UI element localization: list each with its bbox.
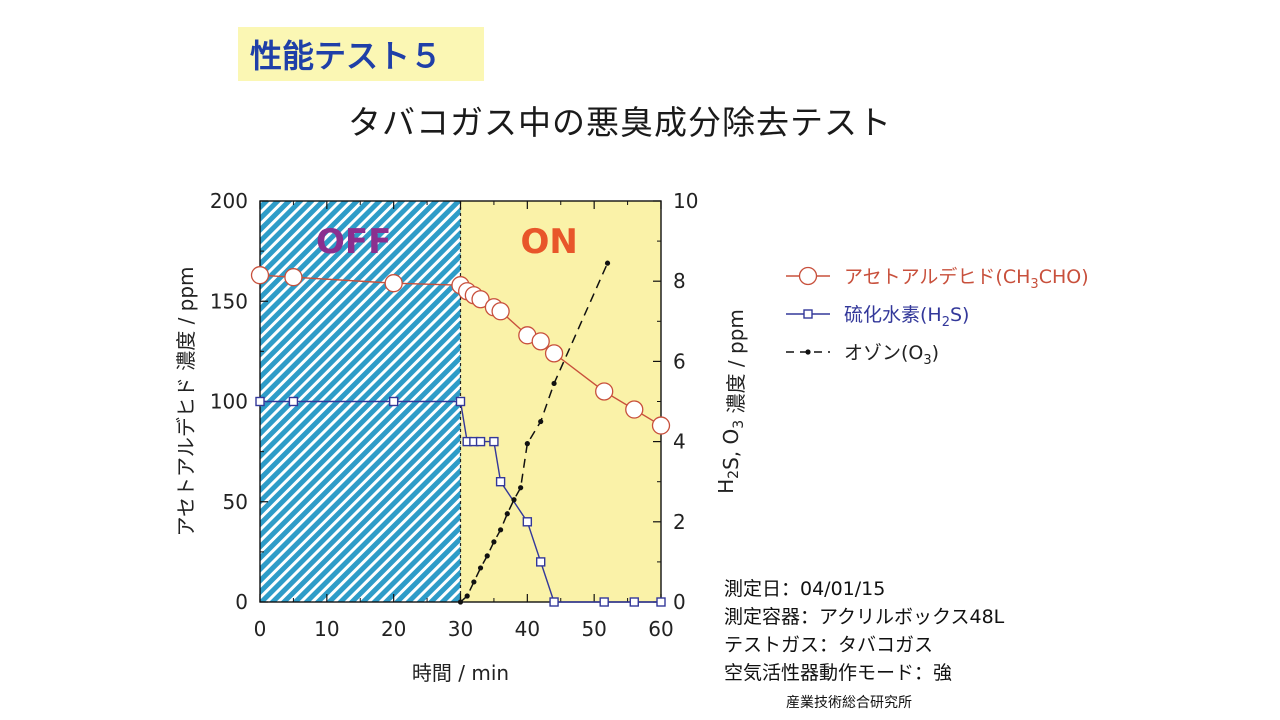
- x-tick-label: 30: [448, 617, 473, 641]
- y-left-tick-label: 0: [235, 590, 248, 614]
- y-right-tick-label: 0: [673, 590, 686, 614]
- y-right-axis-title: H2S, O3 濃度 / ppm: [714, 309, 748, 494]
- data-point: [250, 266, 270, 285]
- y-right-tick-label: 2: [673, 510, 686, 534]
- data-point: [504, 511, 510, 517]
- x-tick-label: 50: [581, 617, 606, 641]
- x-tick-label: 10: [314, 617, 339, 641]
- region-on: [460, 201, 661, 602]
- measurement-container: 測定容器：アクリルボックス48L: [724, 606, 1005, 628]
- data-point: [288, 396, 299, 407]
- data-point: [464, 593, 470, 599]
- data-point: [536, 557, 546, 567]
- data-point: [284, 268, 303, 287]
- series-0: [250, 266, 671, 435]
- data-point: [625, 400, 644, 419]
- data-point: [475, 436, 486, 447]
- x-tick-label: 20: [381, 617, 406, 641]
- data-point: [384, 274, 403, 293]
- series-2: [457, 260, 611, 605]
- y-left-tick-label: 200: [210, 189, 248, 213]
- data-point: [656, 597, 666, 607]
- y-right-tick-label: 6: [673, 349, 686, 373]
- y-left-tick-label: 150: [210, 289, 248, 313]
- page-title: タバコガス中の悪臭成分除去テスト: [348, 103, 892, 142]
- x-axis-title: 時間 / min: [412, 661, 509, 685]
- data-point: [471, 290, 490, 309]
- data-point: [489, 436, 499, 447]
- region-label-off: OFF: [316, 222, 391, 262]
- data-point: [511, 497, 517, 503]
- test-label-text: 性能テスト５: [250, 37, 443, 75]
- y-left-tick-label: 100: [210, 390, 248, 414]
- organization: 産業技術総合研究所: [786, 695, 912, 711]
- data-point: [538, 418, 544, 425]
- y-right-tick-label: 8: [673, 269, 686, 293]
- legend-swatch-marker: [798, 266, 818, 286]
- data-point: [551, 380, 557, 387]
- data-point: [651, 416, 671, 435]
- data-point: [518, 485, 524, 491]
- legend-label: アセトアルデヒド(CH3CHO): [844, 266, 1089, 292]
- legend-entry: アセトアルデヒド(CH3CHO): [786, 266, 1089, 292]
- data-point: [477, 565, 484, 571]
- y-left-tick-label: 50: [223, 490, 248, 514]
- legend-swatch-marker: [803, 309, 813, 319]
- data-point: [595, 382, 614, 401]
- data-point: [471, 579, 477, 585]
- data-point: [455, 396, 466, 407]
- data-point: [604, 260, 611, 266]
- operation-mode: 空気活性器動作モード：強: [724, 662, 953, 684]
- data-point: [491, 302, 510, 321]
- legend-entry: 硫化水素(H2S): [786, 304, 969, 330]
- legend-label: 硫化水素(H2S): [844, 304, 969, 330]
- data-point: [599, 597, 609, 607]
- data-point: [629, 597, 639, 607]
- y-right-tick-label: 10: [673, 189, 698, 213]
- measurement-date: 測定日：04/01/15: [724, 578, 886, 600]
- data-point: [522, 517, 533, 527]
- data-point: [544, 344, 564, 363]
- data-point: [255, 396, 265, 407]
- series-line: [459, 262, 609, 603]
- x-tick-label: 0: [254, 617, 267, 641]
- legend-label: オゾン(O3): [844, 342, 939, 368]
- data-point: [457, 599, 464, 605]
- y-right-tick-label: 4: [673, 430, 686, 454]
- x-tick-label: 60: [648, 617, 673, 641]
- series-1: [255, 396, 666, 607]
- data-point: [549, 597, 559, 607]
- legend-swatch-marker: [805, 349, 811, 355]
- test-gas: テストガス：タバコガス: [724, 634, 934, 656]
- measurement-info: 測定日：04/01/15 測定容器：アクリルボックス48L テストガス：タバコガ…: [724, 575, 1004, 687]
- region-label-on: ON: [521, 222, 578, 262]
- data-point: [498, 527, 504, 533]
- x-tick-label: 40: [515, 617, 540, 641]
- data-point: [388, 396, 399, 407]
- data-point: [484, 553, 490, 559]
- legend-entry: オゾン(O3): [786, 342, 939, 368]
- data-point: [495, 477, 506, 487]
- y-left-axis-title: アセトアルデヒド 濃度 / ppm: [174, 266, 198, 536]
- test-label: 性能テスト５: [238, 27, 484, 81]
- data-point: [491, 539, 497, 545]
- data-point: [524, 441, 530, 447]
- data-point: [531, 332, 550, 351]
